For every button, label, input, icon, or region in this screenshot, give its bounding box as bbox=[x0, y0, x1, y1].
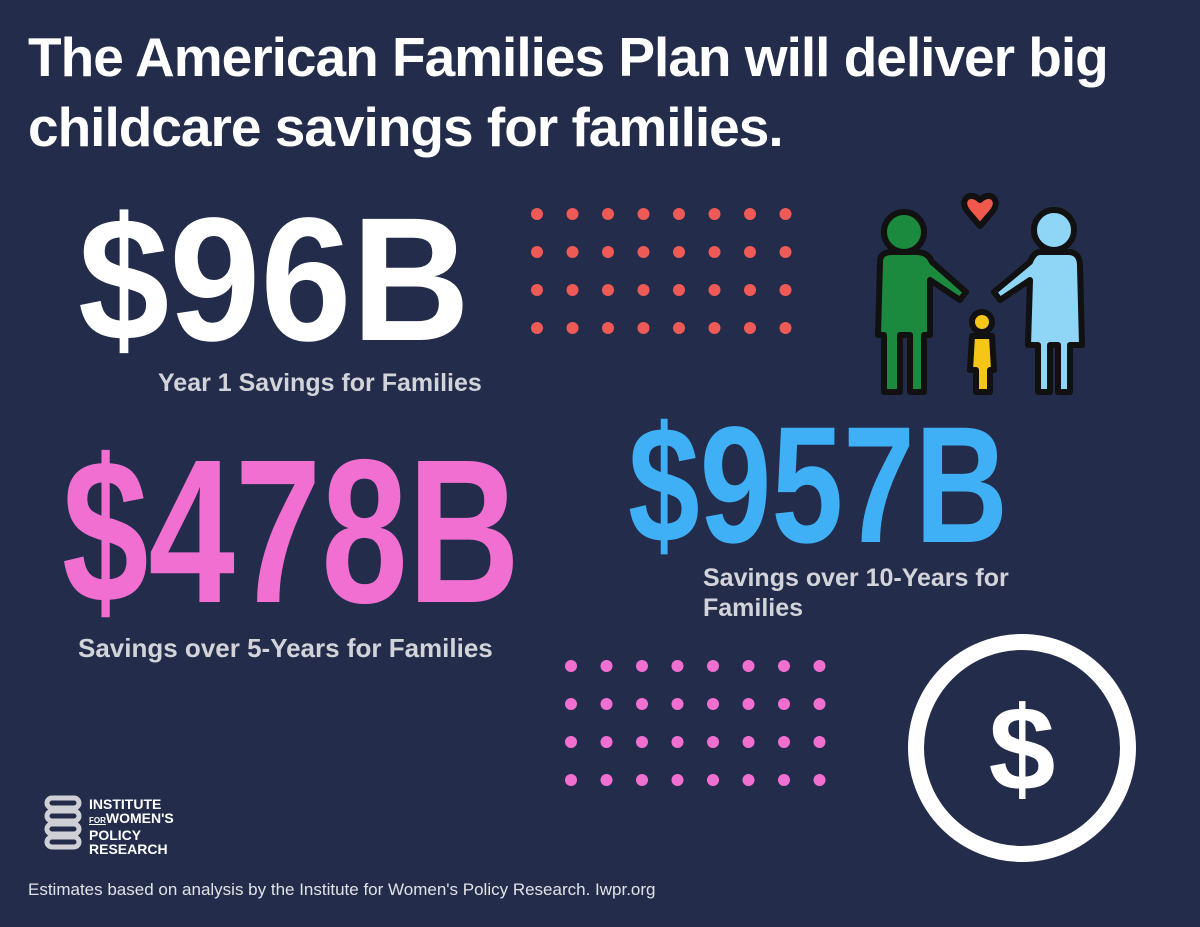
footer: Estimates based on analysis by the Insti… bbox=[28, 880, 656, 899]
dot bbox=[779, 322, 792, 334]
logo-for: FOR bbox=[89, 816, 106, 825]
dot bbox=[565, 736, 577, 748]
dot bbox=[637, 208, 650, 220]
dot bbox=[671, 660, 684, 672]
dot bbox=[531, 322, 543, 334]
dot bbox=[707, 736, 719, 748]
dot bbox=[637, 246, 650, 258]
dot bbox=[813, 698, 826, 710]
logo-line: POLICY bbox=[89, 827, 142, 843]
dot bbox=[813, 736, 826, 748]
dot bbox=[742, 660, 755, 672]
dot bbox=[602, 322, 614, 334]
dot bbox=[744, 284, 756, 296]
dot bbox=[707, 774, 719, 786]
dot bbox=[708, 322, 721, 334]
dot bbox=[671, 774, 684, 786]
dot bbox=[566, 322, 579, 334]
dot bbox=[531, 246, 543, 258]
dot bbox=[708, 208, 721, 220]
stat-caption: Savings over 5-Years for Families bbox=[78, 633, 493, 663]
dot bbox=[531, 208, 543, 220]
dot bbox=[565, 698, 577, 710]
dot bbox=[778, 660, 790, 672]
dot bbox=[671, 698, 684, 710]
dot bbox=[600, 698, 613, 710]
dot bbox=[778, 698, 790, 710]
stat-caption: Year 1 Savings for Families bbox=[158, 369, 482, 397]
dot bbox=[779, 284, 792, 296]
dot bbox=[742, 774, 755, 786]
dot bbox=[600, 774, 613, 786]
dot bbox=[708, 246, 721, 258]
dot bbox=[671, 736, 684, 748]
dot bbox=[565, 660, 577, 672]
logo-text: INSTITUTE FORWOMEN'S POLICY RESEARCH bbox=[89, 797, 174, 856]
dot bbox=[602, 246, 614, 258]
dot bbox=[531, 284, 543, 296]
logo-line: FORWOMEN'S bbox=[89, 811, 174, 828]
stat-amount: $478B bbox=[62, 417, 520, 646]
dot bbox=[565, 774, 577, 786]
dot bbox=[742, 698, 755, 710]
dot bbox=[744, 246, 756, 258]
dot bbox=[637, 322, 650, 334]
dot bbox=[636, 774, 648, 786]
dot bbox=[600, 736, 613, 748]
title: The American Families Plan will deliver … bbox=[28, 26, 1109, 158]
dot bbox=[673, 246, 685, 258]
dot bbox=[744, 208, 756, 220]
dot bbox=[778, 736, 790, 748]
dot bbox=[636, 698, 648, 710]
dot bbox=[779, 246, 792, 258]
dollar-symbol: $ bbox=[989, 682, 1056, 816]
dot bbox=[778, 774, 790, 786]
dot bbox=[708, 284, 721, 296]
dot bbox=[602, 284, 614, 296]
dot bbox=[602, 208, 614, 220]
logo-mark bbox=[44, 795, 82, 850]
logo-line: INSTITUTE bbox=[89, 796, 162, 812]
stat-amount: $96B bbox=[78, 182, 470, 378]
dot bbox=[566, 246, 579, 258]
logo-line: RESEARCH bbox=[89, 841, 168, 857]
dot bbox=[673, 322, 685, 334]
stat-amount: $957B bbox=[628, 393, 1008, 578]
dot bbox=[742, 736, 755, 748]
dot bbox=[600, 660, 613, 672]
dollar-circle bbox=[908, 634, 1136, 862]
dot bbox=[636, 736, 648, 748]
logo-line: WOMEN'S bbox=[105, 810, 174, 826]
dot bbox=[637, 284, 650, 296]
dot bbox=[673, 208, 685, 220]
dot bbox=[813, 660, 826, 672]
dot-patterns bbox=[531, 208, 826, 786]
dot bbox=[673, 284, 685, 296]
dot bbox=[636, 660, 648, 672]
stat-caption: Savings over 10-Years for Families bbox=[703, 564, 1009, 622]
dot bbox=[566, 284, 579, 296]
dot bbox=[707, 660, 719, 672]
dot bbox=[707, 698, 719, 710]
dot bbox=[779, 208, 792, 220]
dot bbox=[813, 774, 826, 786]
dot bbox=[566, 208, 579, 220]
dot bbox=[744, 322, 756, 334]
family-icon bbox=[875, 192, 1085, 395]
